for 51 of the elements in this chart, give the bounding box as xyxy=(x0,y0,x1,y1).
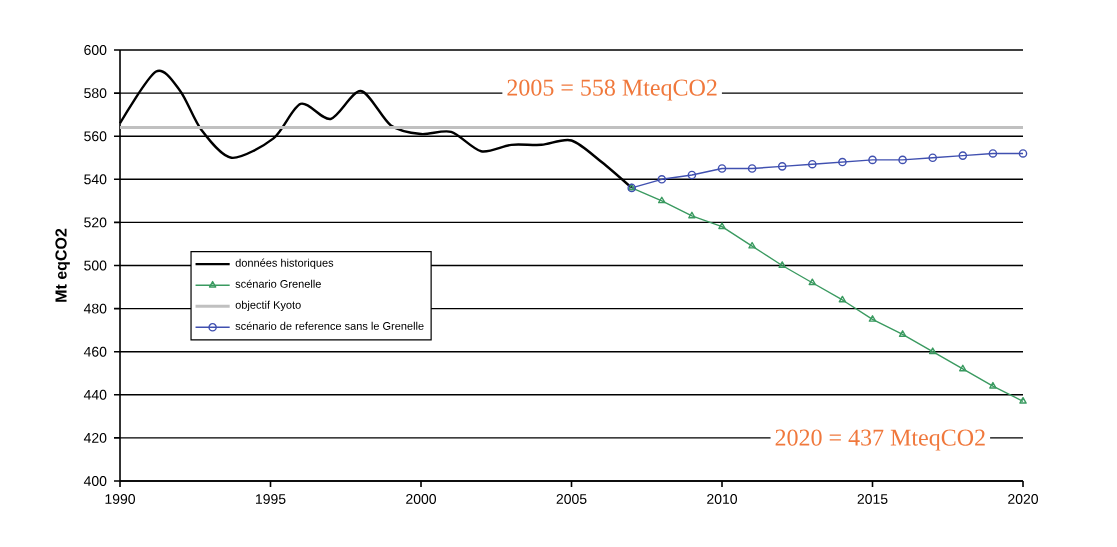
point xyxy=(657,196,666,204)
point xyxy=(928,347,937,355)
y-tick-label: 500 xyxy=(84,260,107,271)
y-tick-label: 480 xyxy=(83,303,107,314)
point xyxy=(838,295,847,303)
annotation: 2020 = 437 MteqCO2 xyxy=(775,429,985,451)
point xyxy=(777,162,787,171)
y-tick-label: 520 xyxy=(84,217,107,228)
point xyxy=(808,278,817,286)
point xyxy=(988,149,998,158)
point xyxy=(958,151,968,160)
point xyxy=(989,381,997,389)
y-axis-title: Mt eqCO2 xyxy=(55,228,70,302)
point xyxy=(718,222,726,230)
point xyxy=(657,174,667,184)
point xyxy=(808,159,817,169)
y-tick-label: 460 xyxy=(83,346,107,357)
y-tick-label: 540 xyxy=(84,174,107,185)
point xyxy=(747,164,757,173)
point xyxy=(1019,396,1027,404)
point xyxy=(1018,149,1028,158)
point xyxy=(687,170,697,180)
annotation: 2005 = 558 MteqCO2 xyxy=(507,79,717,101)
x-tick-label: 2000 xyxy=(406,494,437,504)
x-tick-label: 2015 xyxy=(857,494,888,504)
y-tick-label: 580 xyxy=(84,88,107,99)
x-tick-label: 1995 xyxy=(256,494,286,504)
point xyxy=(868,315,877,322)
y-tick-label: 400 xyxy=(83,476,107,486)
y-tick-label: 600 xyxy=(84,45,107,55)
point xyxy=(688,211,696,219)
y-tick-label: 440 xyxy=(83,389,107,400)
x-tick-label: 2005 xyxy=(556,494,587,504)
legend-label: scénario Grenelle xyxy=(235,279,321,288)
legend-label: données historiques xyxy=(235,258,334,269)
point xyxy=(717,164,727,173)
x-tick-label: 1990 xyxy=(105,494,136,504)
point xyxy=(868,155,877,165)
legend-label: objectif Kyoto xyxy=(235,300,301,311)
point xyxy=(838,157,847,167)
legend-label: scénario de reference sans le Grenelle xyxy=(235,321,424,330)
point xyxy=(958,364,967,372)
point xyxy=(928,153,937,163)
point xyxy=(898,330,907,337)
x-tick-label: 2010 xyxy=(707,494,738,504)
point xyxy=(748,241,756,249)
point xyxy=(898,155,907,165)
y-tick-label: 420 xyxy=(83,432,107,443)
point xyxy=(778,261,787,268)
x-tick-label: 2020 xyxy=(1008,494,1039,504)
y-tick-label: 560 xyxy=(84,131,107,142)
